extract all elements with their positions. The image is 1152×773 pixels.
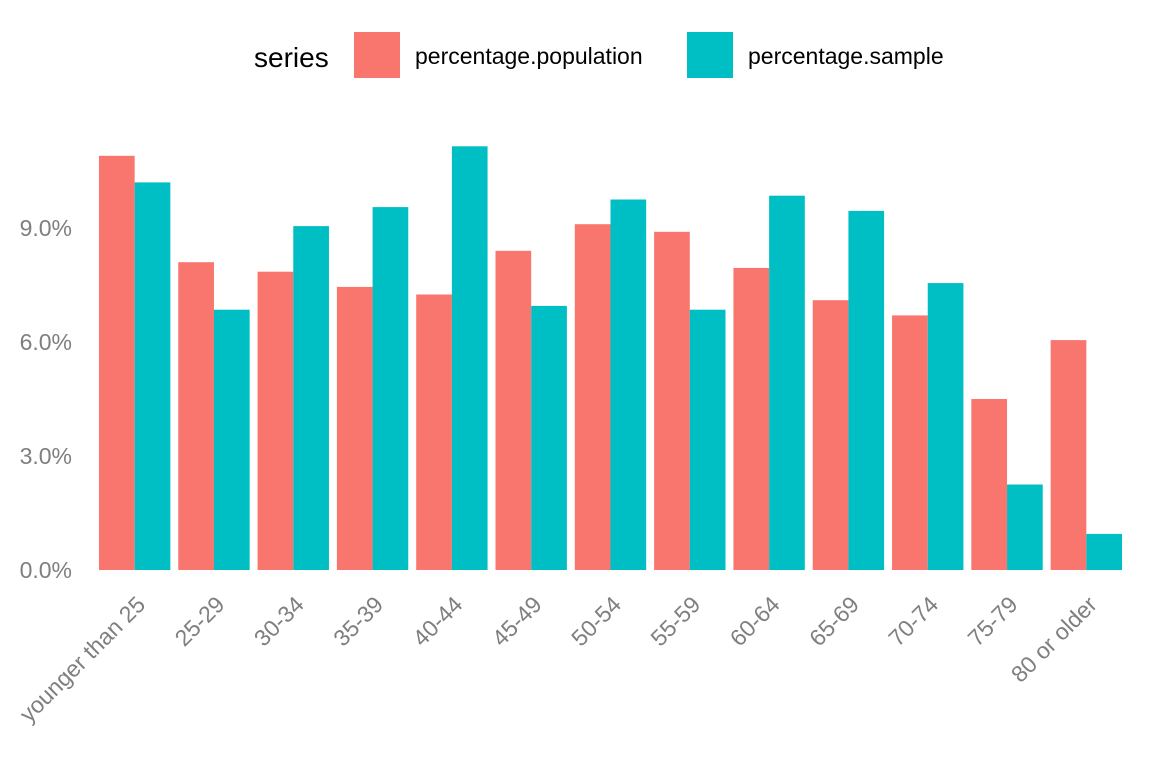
bar-population	[178, 262, 214, 570]
x-tick-label: 45-49	[487, 591, 547, 651]
bar-sample	[293, 226, 329, 570]
bar-sample	[134, 182, 171, 570]
x-tick-label: 70-74	[883, 591, 943, 651]
bar-sample	[372, 207, 409, 570]
bar-population	[971, 399, 1008, 570]
bar-sample	[927, 283, 964, 570]
y-tick-label: 9.0%	[20, 215, 72, 241]
bar-sample	[531, 305, 567, 570]
x-axis: younger than 25 25-29 30-34 35-39 40-44 45-49…	[14, 591, 1102, 727]
y-tick-label: 0.0%	[20, 557, 72, 583]
legend-swatch-sample	[687, 32, 733, 78]
bar-population	[257, 271, 294, 570]
x-tick-label: 50-54	[566, 591, 626, 651]
bar-sample	[213, 309, 250, 570]
y-axis: 0.0% 3.0% 6.0% 9.0%	[20, 215, 72, 583]
y-tick-label: 3.0%	[20, 443, 72, 469]
bar-population	[98, 155, 135, 571]
x-tick-label: 60-64	[725, 591, 785, 651]
x-tick-label: 55-59	[645, 591, 705, 651]
legend-label-sample: percentage.sample	[748, 43, 944, 69]
x-tick-label: 35-39	[328, 591, 388, 651]
y-tick-label: 6.0%	[20, 329, 72, 355]
x-tick-label: younger than 25	[14, 591, 150, 727]
legend: series percentage.population percentage.…	[254, 32, 944, 78]
x-tick-label: 25-29	[170, 591, 230, 651]
bar-population	[574, 224, 611, 570]
bar-sample	[848, 210, 885, 570]
bar-population	[733, 267, 770, 570]
bar-population	[336, 286, 373, 570]
bar-population	[812, 300, 849, 570]
x-tick-label: 65-69	[804, 591, 864, 651]
legend-swatch-population	[354, 32, 400, 78]
legend-label-population: percentage.population	[415, 43, 643, 69]
legend-title: series	[254, 42, 329, 73]
x-tick-label: 75-79	[963, 591, 1023, 651]
bar-sample	[689, 309, 726, 570]
bar-population	[416, 294, 452, 570]
bar-sample	[1086, 533, 1123, 570]
x-tick-label: 80 or older	[1006, 591, 1102, 687]
bar-population	[1050, 340, 1087, 570]
bar-sample	[610, 199, 647, 570]
bar-population	[892, 315, 928, 570]
x-tick-label: 30-34	[249, 591, 309, 651]
bar-population	[654, 231, 690, 571]
bar-sample	[1007, 484, 1043, 570]
bar-sample	[769, 195, 805, 570]
bar-population	[495, 250, 532, 571]
x-tick-label: 40-44	[407, 591, 467, 651]
bars	[98, 146, 1123, 571]
bar-sample	[451, 146, 488, 571]
